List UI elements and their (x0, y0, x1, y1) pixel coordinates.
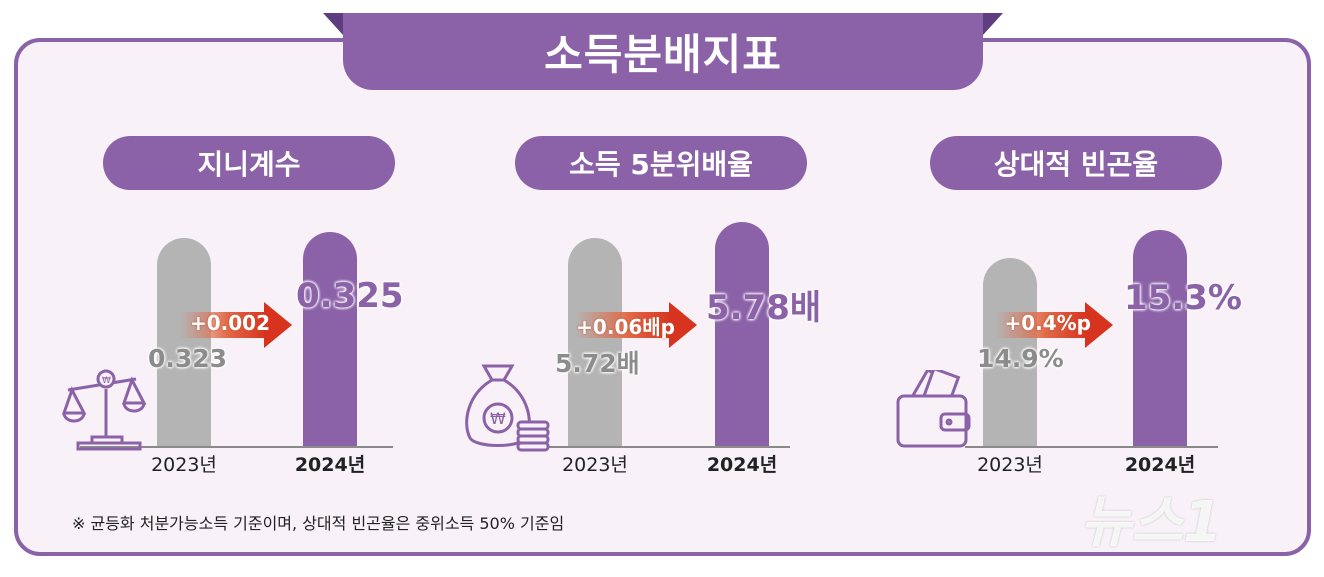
year-label-2023: 2023년 (151, 454, 217, 476)
value-label-2024: 5.78배 (706, 288, 822, 328)
year-label-2024: 2024년 (1124, 454, 1196, 476)
change-arrow: +0.4%p (995, 302, 1113, 348)
panel-title-gini: 지니계수 (103, 136, 395, 190)
value-label-2023: 14.9% (977, 344, 1064, 373)
bar-poverty-2024 (1133, 230, 1187, 446)
svg-text:₩: ₩ (490, 409, 506, 428)
value-label-2023: 0.323 (148, 344, 228, 373)
year-label-2024: 2024년 (706, 454, 778, 476)
panel-title-quintile-ratio: 소득 5분위배율 (515, 136, 807, 190)
change-arrow: +0.06배p (575, 302, 697, 348)
title-ear-left (323, 13, 343, 35)
value-label-2024: 15.3% (1124, 278, 1242, 318)
baseline (80, 446, 393, 448)
infographic-frame (14, 38, 1311, 556)
baseline (965, 446, 1218, 448)
year-label-2023: 2023년 (562, 454, 628, 476)
change-arrow: +0.002 (180, 302, 292, 348)
scale-icon: ₩ (62, 369, 147, 451)
change-label: +0.002 (189, 311, 270, 335)
value-label-2024: 0.325 (296, 276, 404, 316)
wallet-icon (896, 370, 971, 448)
footnote: ※ 균등화 처분가능소득 기준이며, 상대적 빈곤율은 중위소득 50% 기준임 (72, 514, 565, 533)
title-ear-right (983, 13, 1003, 35)
svg-text:₩: ₩ (102, 376, 111, 386)
value-label-2023: 5.72배 (555, 349, 640, 378)
change-label: +0.4%p (1004, 311, 1091, 335)
year-label-2023: 2023년 (977, 454, 1043, 476)
bar-quintile-2023 (568, 238, 622, 446)
bar-poverty-2023 (983, 258, 1037, 446)
page-title: 소득분배지표 (343, 13, 983, 90)
watermark-logo: 뉴스1 (1080, 490, 1223, 555)
baseline (520, 446, 790, 448)
panel-title-poverty-rate: 상대적 빈곤율 (930, 136, 1222, 190)
year-label-2024: 2024년 (294, 454, 366, 476)
bar-gini-2024 (303, 232, 357, 446)
bar-gini-2023 (157, 238, 211, 446)
money-bag-icon: ₩ (465, 364, 550, 452)
change-label: +0.06배p (576, 315, 675, 339)
bar-quintile-2024 (715, 222, 769, 446)
